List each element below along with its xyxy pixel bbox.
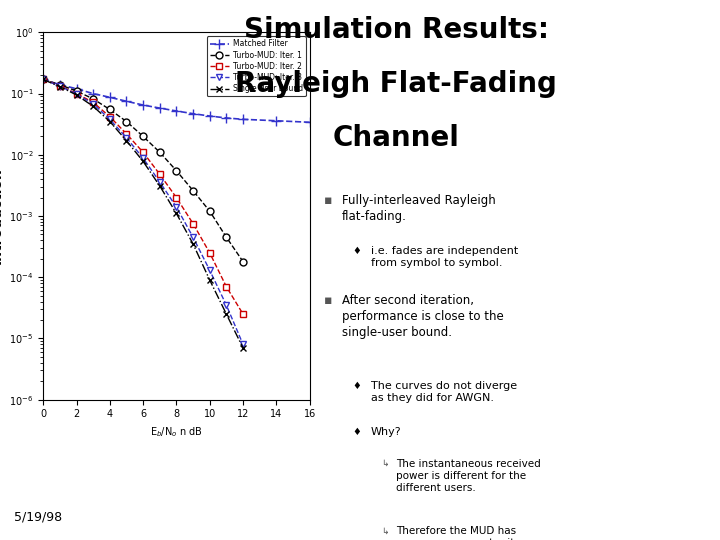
Legend: Matched Filter, Turbo-MUD: Iter. 1, Turbo-MUD: Iter. 2, Turbo-MUD: Iter. 3, Sing: Matched Filter, Turbo-MUD: Iter. 1, Turb… — [207, 36, 306, 97]
Text: Simulation Results:: Simulation Results: — [243, 16, 549, 44]
Turbo-MUD: Iter. 1: (0, 0.17): Iter. 1: (0, 0.17) — [39, 76, 48, 83]
Turbo-MUD: Iter. 1: (1, 0.14): Iter. 1: (1, 0.14) — [55, 82, 64, 88]
Turbo-MUD: Iter. 2: (9, 0.00075): Iter. 2: (9, 0.00075) — [189, 220, 197, 227]
Turbo-MUD: Iter. 1: (7, 0.011): Iter. 1: (7, 0.011) — [156, 149, 164, 156]
Matched Filter — [156, 105, 164, 111]
X-axis label: E$_b$/N$_o$ n dB: E$_b$/N$_o$ n dB — [150, 425, 203, 438]
Matched Filter — [205, 113, 214, 119]
Turbo-MUD: Iter. 3: (5, 0.019): Iter. 3: (5, 0.019) — [122, 134, 131, 141]
Matched Filter — [272, 118, 281, 124]
Single User Bound — [139, 158, 148, 165]
Single User Bound — [89, 103, 97, 110]
Turbo-MUD: Iter. 1: (5, 0.035): Iter. 1: (5, 0.035) — [122, 118, 131, 125]
Turbo-MUD: Iter. 1: (4, 0.055): Iter. 1: (4, 0.055) — [106, 106, 114, 113]
Text: ♦: ♦ — [353, 246, 361, 256]
Turbo-MUD: Iter. 2: (8, 0.002): Iter. 2: (8, 0.002) — [172, 194, 181, 201]
Turbo-MUD: Iter. 2: (0, 0.17): Iter. 2: (0, 0.17) — [39, 76, 48, 83]
Turbo-MUD: Iter. 2: (7, 0.0048): Iter. 2: (7, 0.0048) — [156, 171, 164, 178]
Single User Bound — [222, 311, 230, 318]
Turbo-MUD: Iter. 2: (12, 2.5e-05): Iter. 2: (12, 2.5e-05) — [239, 311, 248, 318]
Single User Bound — [72, 92, 81, 98]
Matched Filter — [172, 108, 181, 114]
Single User Bound — [55, 83, 64, 90]
Matched Filter — [39, 76, 48, 83]
Turbo-MUD: Iter. 3: (2, 0.098): Iter. 3: (2, 0.098) — [72, 91, 81, 97]
Matched Filter — [122, 98, 131, 104]
Turbo-MUD: Iter. 1: (2, 0.11): Iter. 1: (2, 0.11) — [72, 88, 81, 94]
Turbo-MUD: Iter. 2: (11, 7e-05): Iter. 2: (11, 7e-05) — [222, 284, 230, 290]
Text: The instantaneous received
power is different for the
different users.: The instantaneous received power is diff… — [396, 459, 541, 493]
Turbo-MUD: Iter. 3: (6, 0.0088): Iter. 3: (6, 0.0088) — [139, 155, 148, 161]
Matched Filter — [89, 90, 97, 97]
Single User Bound — [205, 277, 214, 284]
Single User Bound — [172, 210, 181, 217]
Matched Filter — [189, 110, 197, 117]
Turbo-MUD: Iter. 3: (8, 0.0014): Iter. 3: (8, 0.0014) — [172, 204, 181, 210]
Single User Bound — [189, 241, 197, 247]
Matched Filter — [139, 102, 148, 109]
Turbo-MUD: Iter. 3: (11, 3.5e-05): Iter. 3: (11, 3.5e-05) — [222, 302, 230, 308]
Turbo-MUD: Iter. 1: (3, 0.082): Iter. 1: (3, 0.082) — [89, 96, 97, 102]
Turbo-MUD: Iter. 3: (1, 0.133): Iter. 3: (1, 0.133) — [55, 83, 64, 89]
Turbo-MUD: Iter. 1: (9, 0.0026): Iter. 1: (9, 0.0026) — [189, 187, 197, 194]
Single User Bound — [239, 345, 248, 351]
Turbo-MUD: Iter. 1: (6, 0.02): Iter. 1: (6, 0.02) — [139, 133, 148, 140]
Single User Bound — [106, 118, 114, 125]
Turbo-MUD: Iter. 2: (4, 0.042): Iter. 2: (4, 0.042) — [106, 113, 114, 120]
Text: i.e. fades are independent
from symbol to symbol.: i.e. fades are independent from symbol t… — [371, 246, 518, 268]
Turbo-MUD: Iter. 3: (0, 0.17): Iter. 3: (0, 0.17) — [39, 76, 48, 83]
Matched Filter — [305, 119, 314, 125]
Turbo-MUD: Iter. 3: (7, 0.0036): Iter. 3: (7, 0.0036) — [156, 179, 164, 185]
Turbo-MUD: Iter. 2: (1, 0.135): Iter. 2: (1, 0.135) — [55, 83, 64, 89]
Text: Rayleigh Flat-Fading: Rayleigh Flat-Fading — [235, 70, 557, 98]
Single User Bound — [122, 138, 131, 144]
Text: After second iteration,
performance is close to the
single-user bound.: After second iteration, performance is c… — [342, 294, 504, 339]
Turbo-MUD: Iter. 3: (12, 8e-06): Iter. 3: (12, 8e-06) — [239, 341, 248, 348]
Text: Channel: Channel — [333, 124, 459, 152]
Turbo-MUD: Iter. 1: (12, 0.00018): Iter. 1: (12, 0.00018) — [239, 258, 248, 265]
Matched Filter — [239, 116, 248, 123]
Text: Therefore the MUD has
one more parameter it can
use to separate signals.: Therefore the MUD has one more parameter… — [396, 526, 536, 540]
Matched Filter — [55, 82, 64, 88]
Y-axis label: Introduction: Introduction — [0, 167, 4, 265]
Line: Turbo-MUD: Iter. 2: Turbo-MUD: Iter. 2 — [40, 76, 246, 318]
Turbo-MUD: Iter. 3: (4, 0.038): Iter. 3: (4, 0.038) — [106, 116, 114, 123]
Turbo-MUD: Iter. 2: (10, 0.00025): Iter. 2: (10, 0.00025) — [205, 249, 214, 256]
Turbo-MUD: Iter. 3: (10, 0.00013): Iter. 3: (10, 0.00013) — [205, 267, 214, 273]
Turbo-MUD: Iter. 3: (9, 0.00045): Iter. 3: (9, 0.00045) — [189, 234, 197, 240]
Line: Single User Bound: Single User Bound — [40, 76, 246, 352]
Text: 5/19/98: 5/19/98 — [14, 511, 63, 524]
Turbo-MUD: Iter. 2: (3, 0.072): Iter. 2: (3, 0.072) — [89, 99, 97, 106]
Matched Filter — [222, 114, 230, 121]
Line: Turbo-MUD: Iter. 3: Turbo-MUD: Iter. 3 — [40, 76, 246, 348]
Text: The curves do not diverge
as they did for AWGN.: The curves do not diverge as they did fo… — [371, 381, 517, 403]
Text: ▪: ▪ — [324, 294, 333, 307]
Turbo-MUD: Iter. 1: (10, 0.0012): Iter. 1: (10, 0.0012) — [205, 208, 214, 214]
Turbo-MUD: Iter. 2: (6, 0.011): Iter. 2: (6, 0.011) — [139, 149, 148, 156]
Text: Fully-interleaved Rayleigh
flat-fading.: Fully-interleaved Rayleigh flat-fading. — [342, 194, 496, 224]
Turbo-MUD: Iter. 1: (8, 0.0055): Iter. 1: (8, 0.0055) — [172, 167, 181, 174]
Matched Filter — [106, 94, 114, 100]
Single User Bound — [156, 183, 164, 189]
Matched Filter — [72, 85, 81, 92]
Turbo-MUD: Iter. 3: (3, 0.068): Iter. 3: (3, 0.068) — [89, 100, 97, 107]
Turbo-MUD: Iter. 2: (2, 0.1): Iter. 2: (2, 0.1) — [72, 90, 81, 97]
Text: Why?: Why? — [371, 427, 402, 437]
Text: ▪: ▪ — [324, 194, 333, 207]
Single User Bound — [39, 76, 48, 83]
Text: ↳: ↳ — [382, 459, 389, 468]
Text: ↳: ↳ — [382, 526, 389, 536]
Turbo-MUD: Iter. 2: (5, 0.022): Iter. 2: (5, 0.022) — [122, 131, 131, 137]
Turbo-MUD: Iter. 1: (11, 0.00045): Iter. 1: (11, 0.00045) — [222, 234, 230, 240]
Text: ♦: ♦ — [353, 381, 361, 391]
Line: Turbo-MUD: Iter. 1: Turbo-MUD: Iter. 1 — [40, 76, 246, 265]
Text: ♦: ♦ — [353, 427, 361, 437]
Line: Matched Filter: Matched Filter — [38, 75, 315, 127]
